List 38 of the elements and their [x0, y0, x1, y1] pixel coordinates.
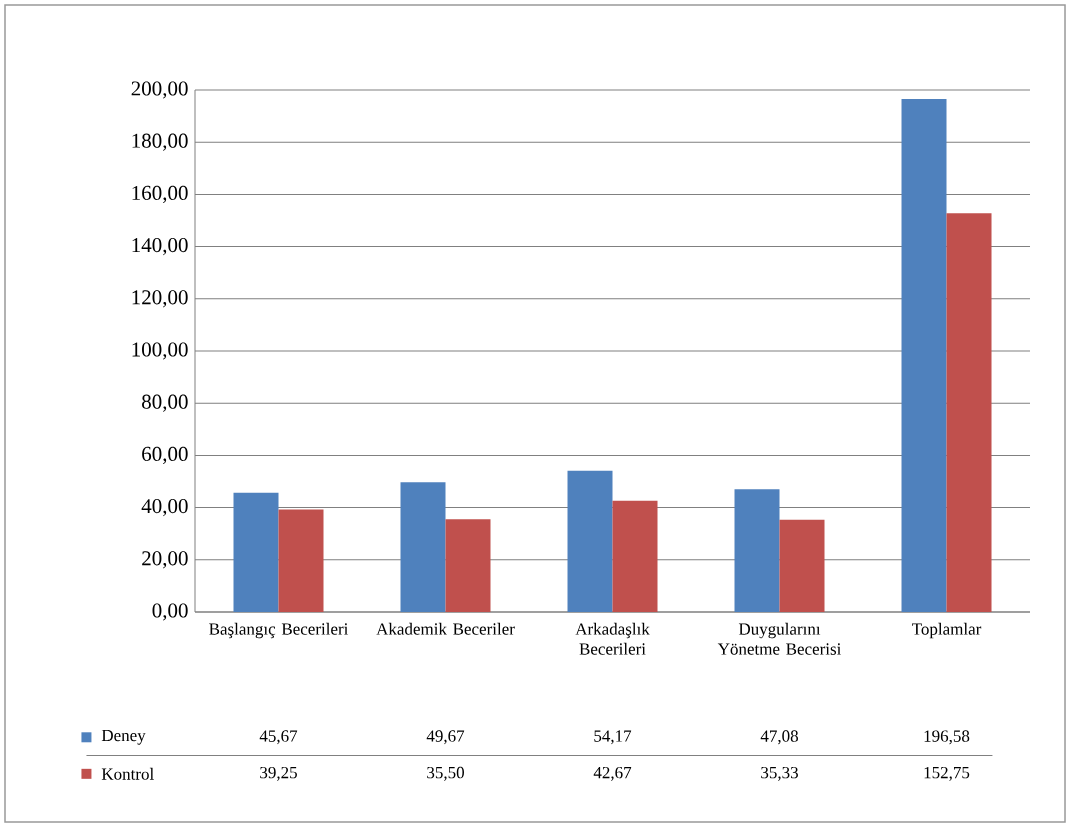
y-tick-label: 40,00 — [141, 499, 188, 517]
legend-label: Deney — [101, 729, 146, 745]
y-tick-label: 60,00 — [142, 446, 188, 465]
data-label: 49,67 — [426, 730, 465, 745]
bar — [233, 492, 279, 613]
x-tick-label: Duygularını Yönetme Becerisi — [717, 622, 842, 655]
data-label: 39,25 — [260, 766, 297, 781]
bar — [779, 519, 825, 613]
y-tick-label: 20,00 — [142, 551, 188, 569]
x-tick-label: Toplamlar — [912, 622, 982, 639]
data-label: 196,58 — [924, 730, 970, 745]
data-label: 35,50 — [427, 766, 464, 781]
legend-label: Kontrol — [101, 767, 154, 780]
bar — [567, 470, 613, 613]
y-tick-label: 80,00 — [142, 394, 188, 412]
y-tick-label: 160,00 — [132, 185, 188, 204]
y-tick-label: 0,00 — [152, 603, 188, 621]
y-tick-label: 100,00 — [132, 342, 188, 360]
bar — [445, 519, 491, 613]
x-tick-label: Başlangıç Becerileri — [209, 622, 349, 639]
data-label: 54,17 — [594, 730, 632, 745]
data-label: 42,67 — [593, 766, 632, 781]
bar — [612, 500, 658, 613]
bar — [946, 213, 992, 613]
y-tick-label: 140,00 — [132, 238, 188, 256]
bar — [734, 489, 780, 613]
bar — [400, 482, 446, 613]
y-tick-label: 200,00 — [131, 81, 188, 99]
bar — [901, 98, 947, 613]
data-label: 35,33 — [761, 766, 798, 781]
y-tick-label: 180,00 — [132, 133, 188, 151]
data-label: 47,08 — [760, 730, 798, 745]
x-tick-label: Akademik Beceriler — [376, 622, 515, 635]
y-tick-label: 120,00 — [132, 290, 188, 308]
x-tick-label: Arkadaşlık Becerileri — [575, 622, 650, 655]
data-label: 152,75 — [924, 766, 970, 781]
data-label: 45,67 — [259, 730, 298, 745]
bar — [278, 509, 324, 613]
